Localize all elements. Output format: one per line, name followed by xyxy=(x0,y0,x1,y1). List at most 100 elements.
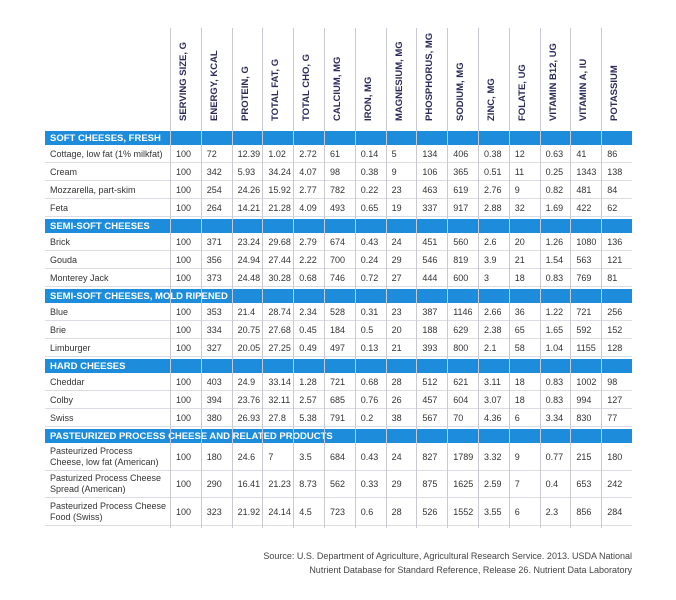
table-cell: 24.48 xyxy=(237,273,261,283)
table-cell: 184 xyxy=(330,325,346,335)
table-cell: 98 xyxy=(330,167,341,177)
table-cell: 21.4 xyxy=(237,307,256,317)
table-row xyxy=(45,373,632,391)
table-cell: 2.76 xyxy=(484,185,502,195)
table-cell: 619 xyxy=(453,185,469,195)
source-line: Source: U.S. Department of Agriculture, … xyxy=(263,551,632,561)
table-cell: 653 xyxy=(576,479,592,490)
table-cell: 444 xyxy=(422,273,438,283)
table-row xyxy=(45,391,632,409)
table-cell: 100 xyxy=(176,479,192,490)
column-header: VITAMIN A, IU xyxy=(578,58,590,121)
column-header: POTASSIUM xyxy=(609,65,621,121)
table-cell: 342 xyxy=(206,167,222,177)
table-row xyxy=(45,443,632,471)
table-cell: 1.69 xyxy=(545,203,564,213)
table-cell: 393 xyxy=(422,343,438,353)
table-cell: 34.24 xyxy=(268,167,291,177)
table-cell: 422 xyxy=(576,203,592,213)
table-cell: 567 xyxy=(422,413,438,423)
table-cell: 180 xyxy=(206,451,222,462)
table-cell: 242 xyxy=(607,479,623,490)
table-cell: 380 xyxy=(206,413,222,423)
table-cell: 0.43 xyxy=(360,237,379,247)
table-cell: 2.38 xyxy=(484,325,502,335)
table-cell: 684 xyxy=(330,451,346,462)
table-cell: 38 xyxy=(391,413,402,423)
table-cell: 81 xyxy=(607,273,618,283)
table-cell: 23 xyxy=(391,307,402,317)
table-cell: 0.83 xyxy=(545,395,564,405)
table-cell: 827 xyxy=(422,451,438,462)
table-cell: 24 xyxy=(391,451,402,462)
table-cell: 685 xyxy=(330,395,346,405)
table-cell: 365 xyxy=(453,167,469,177)
table-cell: 1.54 xyxy=(545,255,564,265)
table-cell: 121 xyxy=(607,255,623,265)
table-cell: 700 xyxy=(330,255,346,265)
table-cell: 0.14 xyxy=(360,149,379,159)
row-label: Blue xyxy=(50,306,69,317)
column-header: FOLATE, UG xyxy=(516,64,528,121)
table-cell: 1789 xyxy=(453,451,474,462)
table-cell: 334 xyxy=(206,325,222,335)
table-row xyxy=(45,163,632,181)
section-header: SEMI-SOFT CHEESES, MOLD RIPENED xyxy=(45,289,632,303)
row-label: Cottage, low fat (1% milkfat) xyxy=(50,148,163,159)
column-divider xyxy=(170,28,171,528)
row-label: Feta xyxy=(50,202,69,213)
table-cell: 3.11 xyxy=(484,377,501,387)
table-cell: 3.32 xyxy=(484,451,502,462)
table-cell: 264 xyxy=(206,203,222,213)
column-header: ZINC, MG xyxy=(486,78,497,121)
table-cell: 493 xyxy=(330,203,346,213)
table-cell: 2.6 xyxy=(484,237,497,247)
table-cell: 674 xyxy=(330,237,346,247)
table-cell: 0.5 xyxy=(360,325,374,335)
table-cell: 100 xyxy=(176,343,192,353)
column-divider xyxy=(601,28,603,528)
table-cell: 463 xyxy=(422,185,438,195)
table-cell: 100 xyxy=(176,413,192,423)
table-cell: 0.77 xyxy=(545,451,564,462)
table-cell: 19 xyxy=(391,203,402,213)
table-cell: 0.68 xyxy=(360,377,379,387)
column-divider xyxy=(539,28,541,528)
table-cell: 3.55 xyxy=(484,506,502,517)
table-cell: 592 xyxy=(576,325,592,335)
table-cell: 3.9 xyxy=(484,255,497,265)
row-label: Brie xyxy=(50,324,67,335)
table-cell: 1.02 xyxy=(268,149,286,159)
table-cell: 15.92 xyxy=(268,185,291,195)
table-cell: 1080 xyxy=(576,237,597,247)
table-cell: 353 xyxy=(206,307,222,317)
table-cell: 36 xyxy=(514,307,525,317)
table-cell: 0.49 xyxy=(299,343,317,353)
table-cell: 32 xyxy=(514,203,525,213)
table-cell: 29 xyxy=(391,479,402,490)
table-cell: 100 xyxy=(176,273,192,283)
table-cell: 3 xyxy=(484,273,490,283)
table-cell: 180 xyxy=(607,451,623,462)
table-cell: 30.28 xyxy=(268,273,291,283)
table-cell: 100 xyxy=(176,506,192,517)
table-cell: 337 xyxy=(422,203,438,213)
table-cell: 100 xyxy=(176,185,192,195)
column-divider xyxy=(478,28,479,528)
table-cell: 1.26 xyxy=(545,237,564,247)
column-header: IRON, MG xyxy=(362,76,374,121)
table-cell: 0.4 xyxy=(545,479,559,490)
table-row xyxy=(45,269,632,287)
table-cell: 100 xyxy=(176,149,192,159)
table-cell: 24.94 xyxy=(237,255,261,265)
table-cell: 0.63 xyxy=(545,149,564,159)
table-cell: 721 xyxy=(576,307,592,317)
table-cell: 100 xyxy=(176,377,192,387)
table-row xyxy=(45,409,632,427)
table-cell: 371 xyxy=(206,237,222,247)
table-cell: 2.1 xyxy=(484,343,497,353)
table-cell: 0.76 xyxy=(360,395,379,405)
table-cell: 7 xyxy=(514,479,520,490)
table-cell: 497 xyxy=(330,343,346,353)
table-cell: 1.22 xyxy=(545,307,564,317)
